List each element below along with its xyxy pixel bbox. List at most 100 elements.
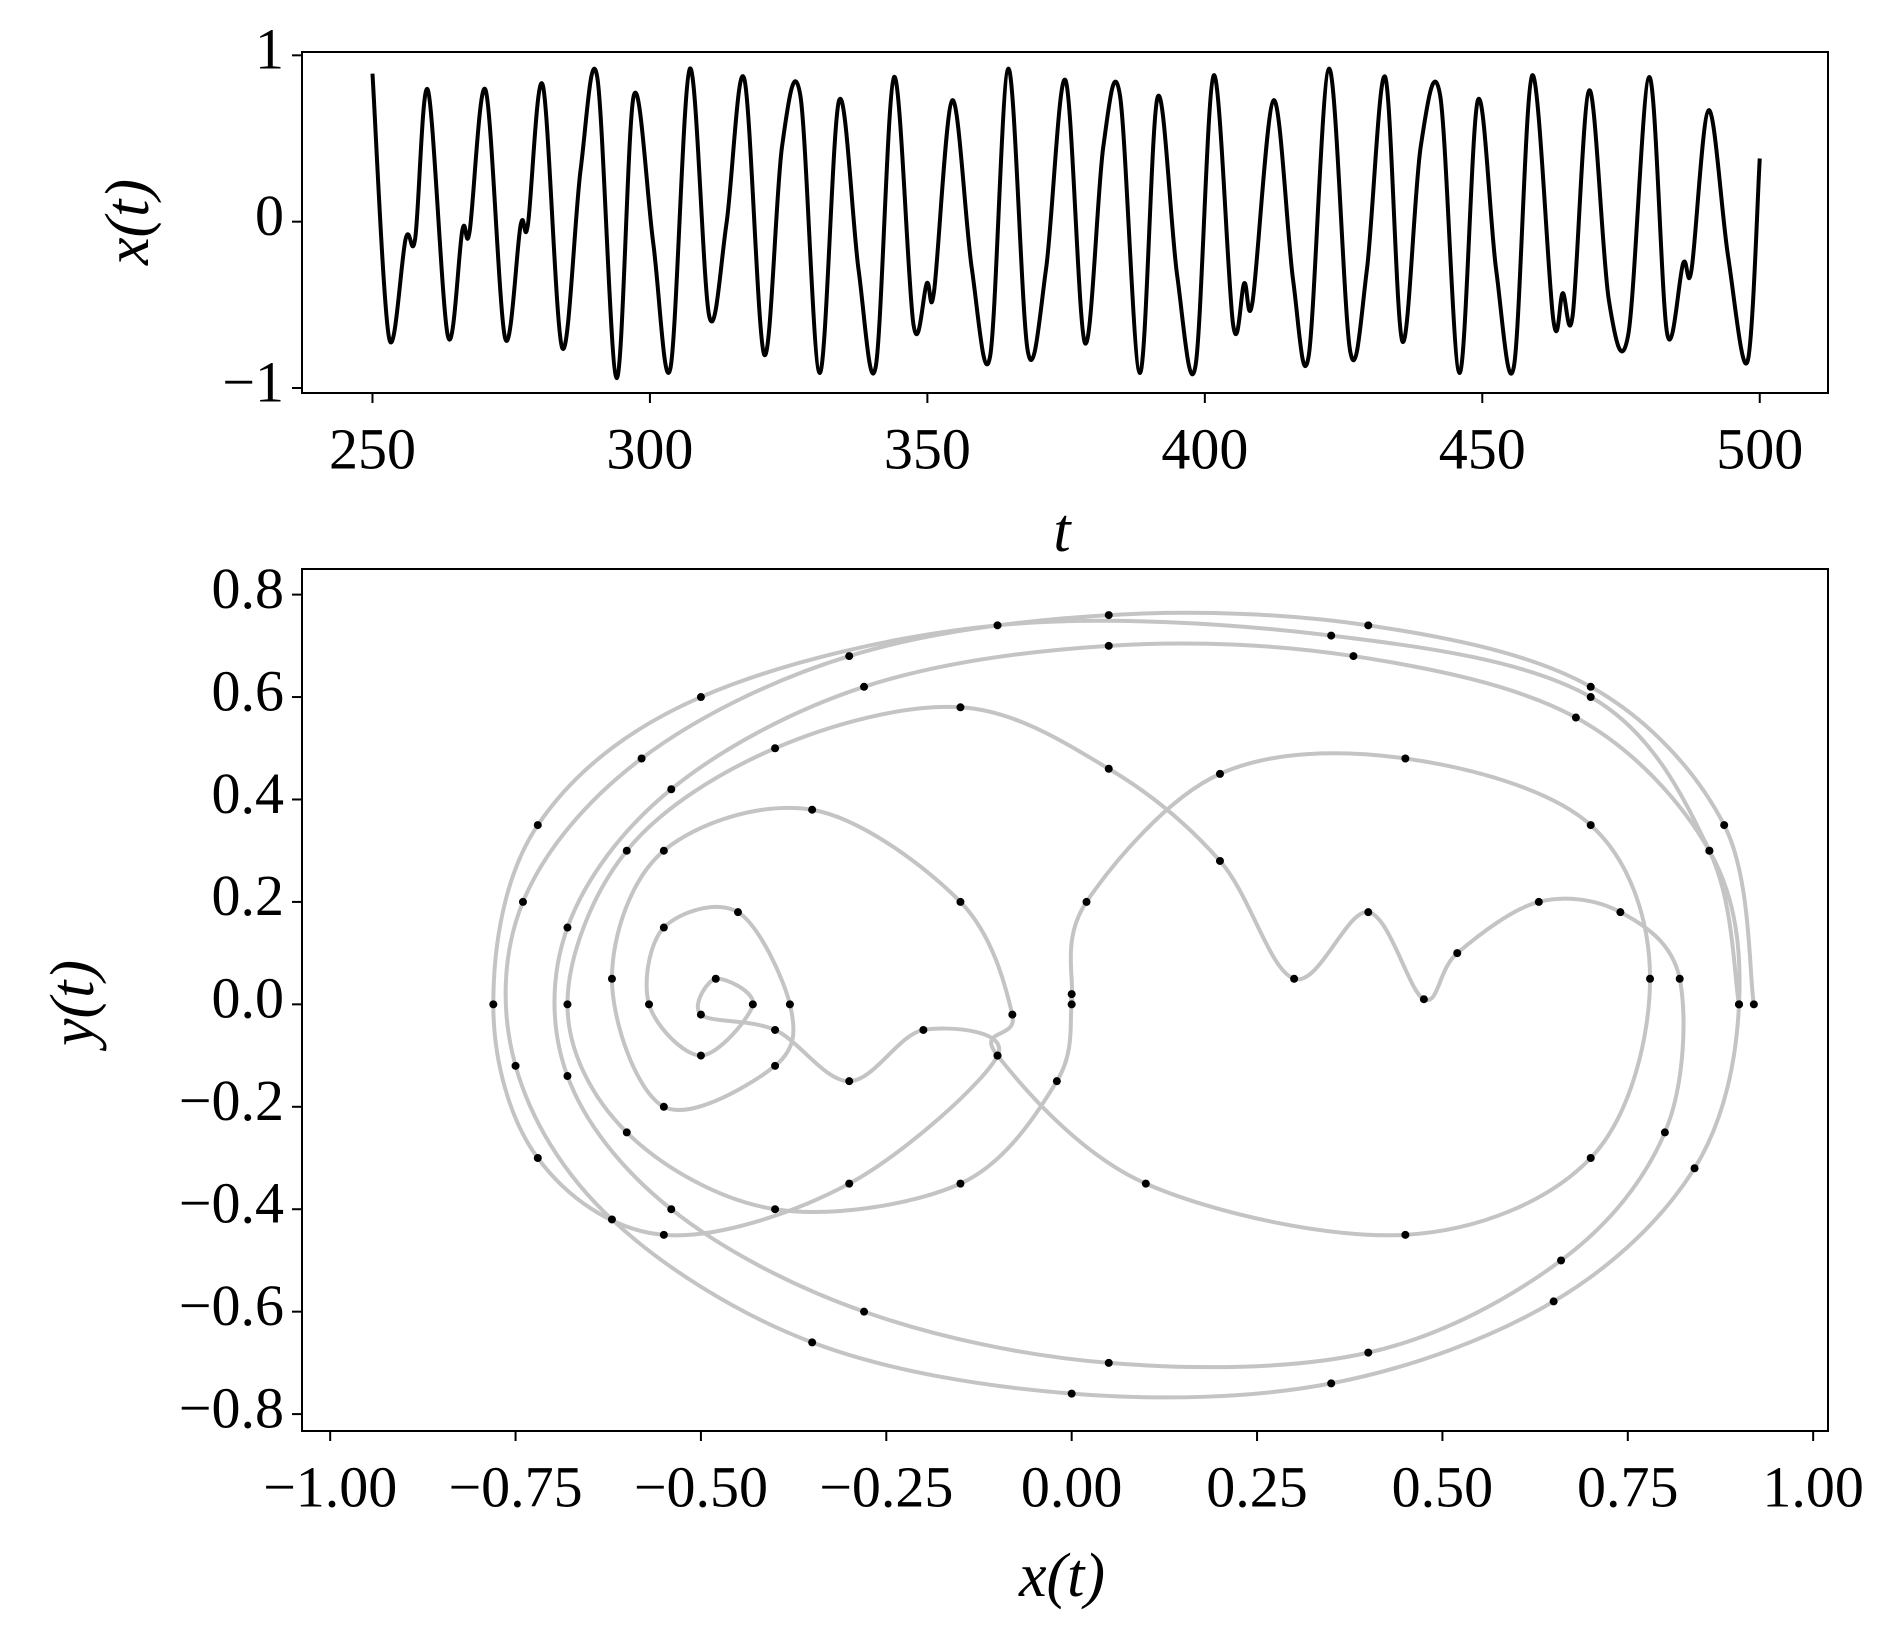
point (771, 1205, 780, 1214)
point (1327, 631, 1336, 640)
point (1660, 1128, 1669, 1137)
point (1290, 974, 1299, 983)
point (1082, 897, 1091, 906)
point (1690, 1164, 1699, 1173)
point (1349, 652, 1358, 661)
point (1215, 856, 1224, 865)
point (659, 846, 668, 855)
point (607, 974, 616, 983)
point (1067, 990, 1076, 999)
point (993, 621, 1002, 630)
point (607, 1215, 616, 1224)
point (808, 805, 817, 814)
point (1735, 1000, 1744, 1009)
point (1141, 1179, 1150, 1188)
plot-frame (301, 568, 1829, 1432)
point (1453, 949, 1462, 958)
point (860, 682, 869, 691)
point (518, 897, 527, 906)
point (563, 923, 572, 932)
point (1534, 897, 1543, 906)
point (771, 1025, 780, 1034)
point (563, 1000, 572, 1009)
point (696, 1051, 705, 1060)
point (860, 1307, 869, 1316)
x-axis-label: t (1053, 497, 1072, 565)
point (1720, 821, 1729, 830)
trajectory-line (491, 610, 1756, 1400)
point (1419, 995, 1428, 1004)
point (1104, 611, 1113, 620)
point (1364, 908, 1373, 917)
point (956, 1179, 965, 1188)
point (563, 1072, 572, 1081)
point (667, 1205, 676, 1214)
point (489, 1000, 498, 1009)
x-tick-label: −0.75 (448, 1454, 582, 1519)
x-tick-label: 350 (884, 416, 971, 481)
point (1215, 769, 1224, 778)
point (1104, 1358, 1113, 1367)
y-tick-label: 0.0 (212, 966, 285, 1031)
x-axis-label: x(t) (1018, 1542, 1105, 1610)
y-tick-label: −0.6 (179, 1273, 284, 1338)
point (1104, 641, 1113, 650)
point (956, 897, 965, 906)
point (1586, 682, 1595, 691)
point (511, 1061, 520, 1070)
point (667, 785, 676, 794)
x-tick-label: 0.75 (1577, 1454, 1679, 1519)
x-tick-label: 400 (1161, 416, 1248, 481)
point (785, 1000, 794, 1009)
point (1052, 1077, 1061, 1086)
point (1364, 1348, 1373, 1357)
point (1067, 1389, 1076, 1398)
y-tick-label: 0.2 (212, 863, 285, 928)
plot-frame (301, 51, 1829, 394)
point (734, 908, 742, 917)
y-tick-label: −1 (222, 349, 284, 414)
point (771, 1061, 780, 1070)
point (1104, 764, 1113, 773)
y-tick-label: 0.4 (212, 761, 285, 826)
point (696, 1010, 705, 1019)
y-axis-label: x(t) (94, 179, 162, 266)
point (1557, 1256, 1566, 1265)
point (1549, 1297, 1558, 1306)
data-line (370, 66, 1762, 381)
x-tick-label: 1.00 (1762, 1454, 1864, 1519)
x-tick-label: 0.25 (1206, 1454, 1308, 1519)
point (919, 1025, 928, 1034)
y-tick-label: −0.8 (179, 1375, 284, 1440)
x-tick-label: 0.50 (1392, 1454, 1494, 1519)
point (1008, 1010, 1017, 1019)
x-tick-label: −0.50 (634, 1454, 768, 1519)
x-tick-label: −1.00 (263, 1454, 397, 1519)
point (659, 923, 668, 932)
point (1586, 693, 1595, 702)
point (533, 821, 542, 830)
point (1646, 974, 1655, 983)
x-tick-label: 450 (1439, 416, 1526, 481)
point (1586, 1154, 1595, 1163)
point (1586, 821, 1595, 830)
point (771, 744, 780, 753)
point (808, 1338, 817, 1347)
point (711, 974, 720, 983)
point (1401, 754, 1410, 763)
point (645, 1000, 654, 1009)
point (993, 1051, 1002, 1060)
point (1616, 908, 1625, 917)
point (1571, 713, 1580, 722)
point (1705, 846, 1714, 855)
point (696, 693, 705, 702)
point (659, 1230, 668, 1239)
x-tick-label: −0.25 (819, 1454, 953, 1519)
point (1675, 974, 1684, 983)
point (1401, 1230, 1410, 1239)
point (1749, 1000, 1758, 1009)
point (637, 754, 646, 763)
point (1327, 1379, 1336, 1388)
x-tick-label: 250 (329, 416, 416, 481)
